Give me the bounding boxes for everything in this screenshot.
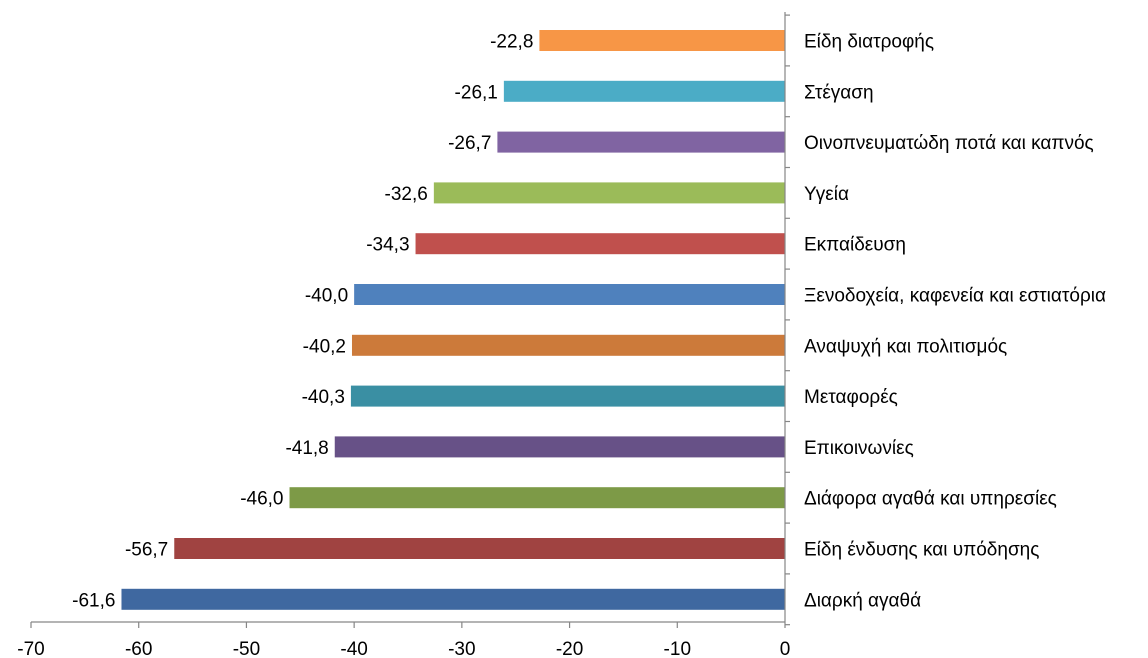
x-tick-label: -70 [17,639,44,658]
bar-10 [289,487,785,509]
x-tick-label: -10 [664,639,691,658]
category-label-7: Αναψυχή και πολιτισμός [804,336,1007,357]
bar-12 [121,588,786,610]
category-label-6: Ξενοδοχεία, καφενεία και εστιατόρια [804,286,1106,307]
category-label-8: Μεταφορές [804,387,898,408]
x-tick-label: -60 [125,639,152,658]
value-label-11: -56,7 [125,540,168,561]
category-labels-group: Είδη διατροφής Στέγαση Οινοπνευματώδη ποτά… [804,32,1106,612]
category-label-9: Επικοινωνίες [804,438,914,459]
value-labels-group: -22,8 -26,1 -26,7 -32,6 -34,3 -40,0 -40,2 -40,3… [72,32,533,612]
category-label-12: Διαρκή αγαθά [804,590,921,611]
value-label-6: -40,0 [305,286,348,307]
value-label-10: -46,0 [240,489,283,510]
x-tick-label: -30 [448,639,475,658]
bar-6 [354,284,785,305]
category-label-10: Διάφορα αγαθά και υπηρεσίες [804,489,1057,510]
x-tick-label: -20 [556,639,583,658]
category-label-5: Εκπαίδευση [804,235,906,256]
bar-5 [415,233,785,255]
category-label-1: Είδη διατροφής [804,32,934,53]
x-tick-label: -40 [340,639,367,658]
bar-4 [433,182,785,204]
value-label-3: -26,7 [448,133,491,154]
value-label-5: -34,3 [366,235,409,256]
bar-9 [334,436,785,458]
x-ticks-group: -70 -60 -50 -40 -30 -20 -10 0 [17,622,790,658]
bar-8 [350,385,785,407]
bar-3 [497,131,785,153]
value-label-7: -40,2 [303,336,346,357]
category-label-2: Στέγαση [804,82,874,103]
category-label-11: Είδη ένδυσης και υπόδησης [804,540,1039,561]
value-label-9: -41,8 [285,438,328,459]
value-label-12: -61,6 [72,590,115,611]
category-label-4: Υγεία [804,184,849,205]
bar-1 [539,30,785,51]
bar-2 [503,80,785,102]
bars-group [121,30,786,610]
value-label-4: -32,6 [385,184,428,205]
value-label-2: -26,1 [455,82,498,103]
value-label-8: -40,3 [302,387,345,408]
value-label-1: -22,8 [490,32,533,53]
x-tick-label: 0 [780,639,791,658]
category-label-3: Οινοπνευματώδη ποτά και καπνός [804,133,1094,154]
bar-7 [351,334,785,356]
bar-11 [174,538,785,559]
x-tick-label: -50 [233,639,260,658]
axes-group [31,12,790,626]
